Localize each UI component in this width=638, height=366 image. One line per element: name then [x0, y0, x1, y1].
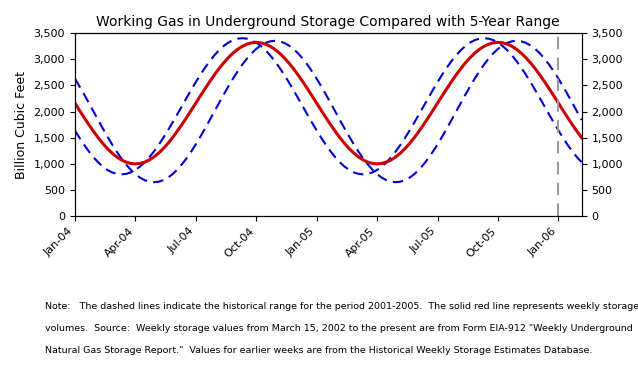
Title: Working Gas in Underground Storage Compared with 5-Year Range: Working Gas in Underground Storage Compa…	[96, 15, 560, 29]
Text: Natural Gas Storage Report."  Values for earlier weeks are from the Historical W: Natural Gas Storage Report." Values for …	[45, 346, 592, 355]
Text: Note:   The dashed lines indicate the historical range for the period 2001-2005.: Note: The dashed lines indicate the hist…	[45, 302, 638, 311]
Text: volumes.  Source:  Weekly storage values from March 15, 2002 to the present are : volumes. Source: Weekly storage values f…	[45, 324, 632, 333]
Y-axis label: Billion Cubic Feet: Billion Cubic Feet	[15, 71, 28, 179]
